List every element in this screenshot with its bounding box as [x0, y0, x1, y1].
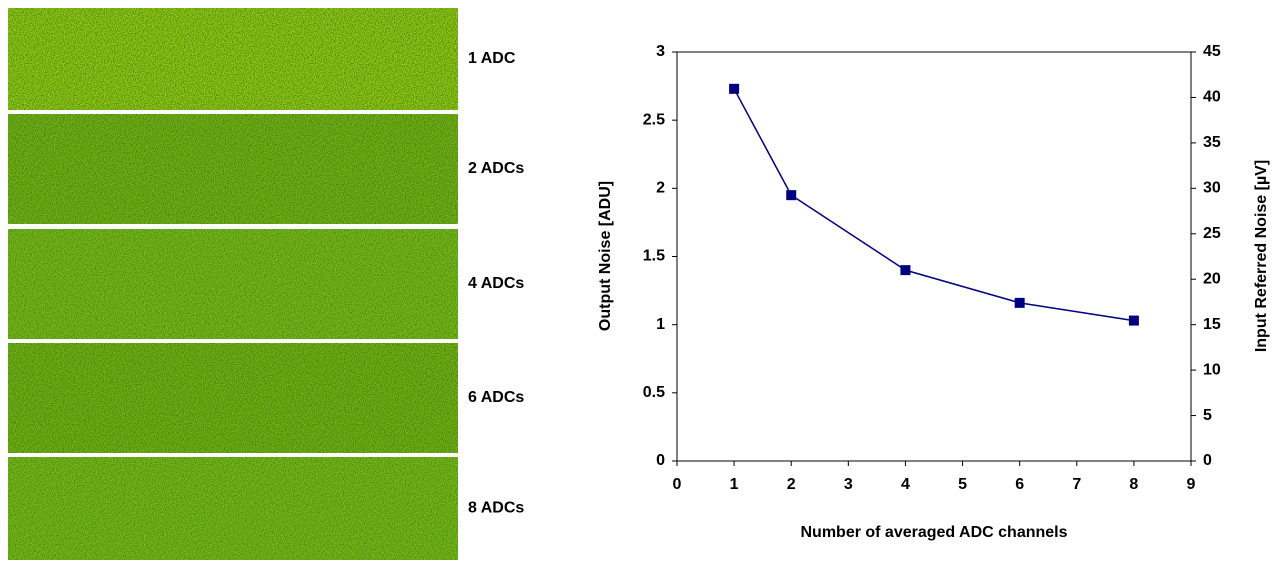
x-tick-label: 6: [1015, 476, 1024, 493]
panel-label: 1 ADC: [468, 50, 516, 67]
plot-frame: [677, 52, 1191, 461]
y2-tick-label: 35: [1203, 134, 1221, 151]
marker: [1015, 298, 1025, 308]
y-tick-label: 3: [656, 43, 665, 60]
marker: [900, 265, 910, 275]
panel-label: 2 ADCs: [468, 160, 524, 177]
noise-images: 1 ADC 2 ADCs 4 ADCs 6 ADCs 8 ADCs: [8, 8, 524, 560]
x-tick-label: 5: [958, 476, 967, 493]
y2-tick-label: 45: [1203, 43, 1221, 60]
y-tick-label: 1: [656, 316, 665, 333]
y-tick-label: 0: [656, 452, 665, 469]
x-tick-label: 7: [1072, 476, 1081, 493]
y2-tick-label: 30: [1203, 180, 1221, 197]
x-axis-label: Number of averaged ADC channels: [800, 524, 1067, 541]
y2-tick-label: 5: [1203, 407, 1212, 424]
noise-image: [8, 457, 458, 560]
x-tick-label: 4: [901, 476, 910, 493]
noise-image: [8, 8, 458, 110]
x-tick-label: 8: [1129, 476, 1138, 493]
y-tick-label: 2: [656, 180, 665, 197]
y-tick-label: 2.5: [643, 111, 665, 128]
panel-label: 8 ADCs: [468, 500, 524, 517]
noise-image: [8, 114, 458, 224]
y-axis-label: Output Noise [ADU]: [597, 181, 614, 331]
marker: [1129, 316, 1139, 326]
y2-axis-label: Input Referred Noise [µV]: [1253, 160, 1270, 352]
y2-tick-label: 10: [1203, 361, 1221, 378]
noise-image: [8, 229, 458, 339]
y-tick-label: 1.5: [643, 248, 665, 265]
y-tick-label: 0.5: [643, 384, 665, 401]
panel-label: 6 ADCs: [468, 389, 524, 406]
x-tick-label: 2: [787, 476, 796, 493]
figure: 1 ADC 2 ADCs 4 ADCs 6 ADCs 8 ADCs Number of …: [0, 0, 1276, 564]
series-line: [734, 89, 1134, 321]
marker: [786, 190, 796, 200]
x-tick-label: 3: [844, 476, 853, 493]
y2-tick-label: 20: [1203, 270, 1221, 287]
x-tick-label: 1: [730, 476, 739, 493]
x-tick-label: 0: [673, 476, 682, 493]
plot: Number of averaged ADC channels Output N…: [597, 43, 1270, 541]
panel-label: 4 ADCs: [468, 275, 524, 292]
x-tick-label: 9: [1187, 476, 1196, 493]
y2-tick-label: 40: [1203, 89, 1221, 106]
y2-tick-label: 25: [1203, 225, 1221, 242]
noise-image: [8, 343, 458, 453]
marker: [729, 84, 739, 94]
y2-tick-label: 0: [1203, 452, 1212, 469]
y2-tick-label: 15: [1203, 316, 1221, 333]
